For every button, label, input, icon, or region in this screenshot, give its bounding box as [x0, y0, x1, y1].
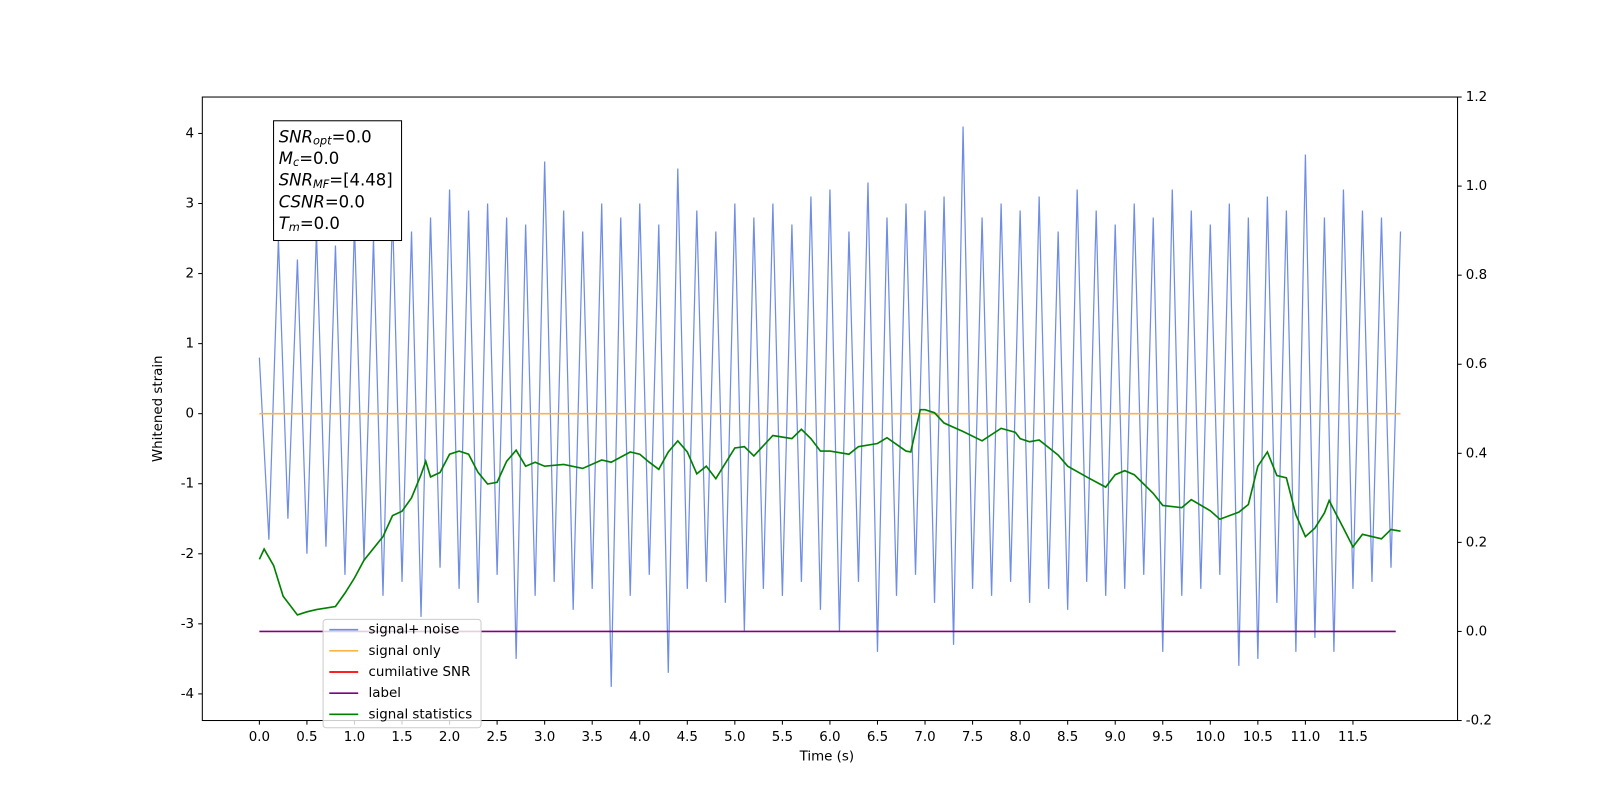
- x-tick-label: 9.0: [1105, 730, 1126, 745]
- annotation-value: =0.0: [332, 127, 372, 146]
- series-line: [258, 408, 1401, 616]
- annotation-frame: [273, 120, 403, 242]
- legend-label: cumilative SNR: [369, 665, 471, 680]
- x-tick-label: 8.0: [1009, 730, 1030, 745]
- y2-tick-label: 1.2: [1466, 90, 1487, 105]
- annotation-name: SNR: [279, 127, 313, 146]
- legend: signal+ noise signal only cumilative SNR la…: [322, 618, 482, 729]
- annotation-subscript: m: [289, 220, 300, 234]
- x-tick-label: 10.0: [1195, 730, 1225, 745]
- x-tick-label: 10.5: [1243, 730, 1273, 745]
- annotation-value: =[4.48]: [329, 170, 392, 189]
- y-tick-label: 1: [186, 337, 195, 352]
- y-tick-label: 0: [186, 407, 195, 422]
- x-tick-label: 5.0: [724, 730, 745, 745]
- y2-tick-label: 0.8: [1466, 268, 1487, 283]
- y2-tick-label: 0.2: [1466, 535, 1487, 550]
- annotation-box: SNRopt=0.0Mc=0.0SNRMF=[4.48]CSNR=0.0Tm=0…: [273, 120, 403, 242]
- legend-frame: [322, 618, 482, 729]
- y-tick-label: 4: [186, 126, 195, 141]
- x-tick-label: 4.5: [677, 730, 698, 745]
- annotation: Tm=0.0: [279, 214, 340, 235]
- series-line: [258, 126, 1402, 687]
- y-axis-label: Whitened strain: [151, 355, 166, 462]
- y2-tick-label: 1.0: [1466, 179, 1487, 194]
- x-tick-label: 7.0: [914, 730, 935, 745]
- y-tick-label: -1: [181, 477, 194, 492]
- x-tick-label: 11.5: [1338, 730, 1368, 745]
- legend-label: signal statistics: [369, 707, 473, 722]
- x-tick-label: 6.0: [819, 730, 840, 745]
- annotation-value: =0.0: [325, 192, 365, 211]
- annotation-value: =0.0: [299, 148, 339, 167]
- x-tick-label: 11.0: [1290, 730, 1320, 745]
- y-tick-label: 2: [186, 267, 195, 282]
- y2-tick-label: -0.2: [1466, 714, 1492, 729]
- x-tick-label: 1.0: [344, 730, 365, 745]
- y2-tick-label: 0.6: [1466, 357, 1487, 372]
- x-tick-label: 2.0: [439, 730, 460, 745]
- y-tick-label: -3: [181, 617, 194, 632]
- x-tick-label: 7.5: [962, 730, 983, 745]
- legend-label: signal only: [369, 644, 441, 659]
- y-tick-label: 3: [186, 197, 195, 212]
- annotation-name: SNR: [279, 170, 313, 189]
- x-tick-label: 5.5: [772, 730, 793, 745]
- annotation-name: CSNR: [279, 192, 325, 211]
- annotation: Mc=0.0: [279, 148, 340, 169]
- x-tick-label: 3.0: [534, 730, 555, 745]
- x-tick-label: 1.5: [391, 730, 412, 745]
- x-tick-label: 9.5: [1152, 730, 1173, 745]
- annotation-subscript: c: [293, 155, 300, 169]
- y-tick-label: -4: [181, 687, 194, 702]
- y2-tick-label: 0.0: [1466, 624, 1487, 639]
- x-axis-label: Time (s): [799, 750, 855, 765]
- x-tick-label: 0.0: [249, 730, 270, 745]
- annotation-subscript: MF: [313, 177, 330, 191]
- annotation-name: T: [279, 214, 291, 233]
- annotation-value: =0.0: [300, 214, 340, 233]
- annotation: CSNR=0.0: [279, 192, 365, 211]
- legend-label: signal+ noise: [369, 623, 460, 638]
- x-tick-label: 0.5: [296, 730, 317, 745]
- annotation-subscript: opt: [313, 133, 332, 147]
- x-tick-label: 6.5: [867, 730, 888, 745]
- x-tick-label: 2.5: [486, 730, 507, 745]
- annotation-name: M: [279, 148, 293, 167]
- x-tick-label: 3.5: [582, 730, 603, 745]
- annotation: SNRMF=[4.48]: [279, 170, 393, 191]
- y2-tick-label: 0.4: [1466, 446, 1487, 461]
- legend-label: label: [369, 686, 401, 701]
- y-tick-label: -2: [181, 547, 194, 562]
- x-tick-label: 4.0: [629, 730, 650, 745]
- annotation: SNRopt=0.0: [279, 127, 372, 148]
- x-tick-label: 8.5: [1057, 730, 1078, 745]
